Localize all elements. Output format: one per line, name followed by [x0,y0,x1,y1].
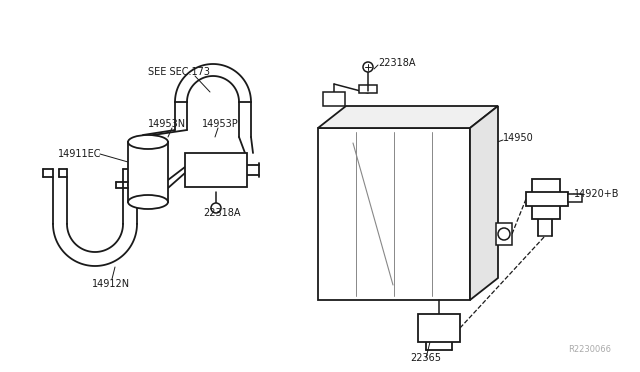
Text: 22318A: 22318A [203,208,241,218]
Bar [359,85,377,93]
Text: 22365: 22365 [410,353,441,363]
Text: 14950: 14950 [503,133,534,143]
Circle shape [211,203,221,213]
Polygon shape [318,106,498,128]
Bar [568,194,582,202]
Bar [532,179,560,219]
Text: 14953P: 14953P [202,119,239,129]
Text: SEE SEC.173: SEE SEC.173 [148,67,210,77]
Bar [418,314,460,342]
Bar [323,92,345,106]
Ellipse shape [128,195,168,209]
Text: R2230066: R2230066 [568,345,611,354]
Text: 22318A: 22318A [378,58,415,68]
Text: 14911EC: 14911EC [58,149,102,159]
Bar [185,153,247,187]
Text: 14920+B: 14920+B [574,189,620,199]
Circle shape [363,62,373,72]
Bar [128,142,168,202]
Text: 14912N: 14912N [92,279,130,289]
Bar [526,192,568,206]
Circle shape [498,228,510,240]
Bar [318,128,470,300]
Polygon shape [470,106,498,300]
Ellipse shape [128,135,168,149]
Bar [496,223,512,245]
Text: 14953N: 14953N [148,119,186,129]
